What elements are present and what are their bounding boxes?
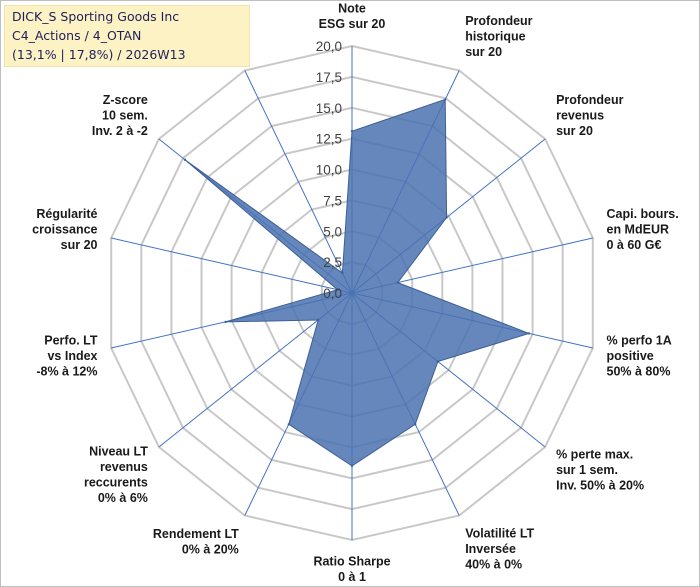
axis-label: Capi. bours. en MdEUR 0 à 60 G€ <box>607 207 679 252</box>
radial-tick-labels: 0,0 2,5 5,0 7,5 10,0 12,5 15,0 17,5 20,0 <box>316 39 342 301</box>
data-point <box>436 360 440 363</box>
axis-label: % perfo 1A positive 50% à 80% <box>607 334 672 379</box>
category-label: C4_Actions / 4_OTAN <box>12 28 142 43</box>
data-point <box>287 423 290 426</box>
data-point <box>317 318 320 322</box>
tick-label: 15,0 <box>316 101 342 116</box>
tick-label: 0,0 <box>323 286 342 301</box>
company-name: DICK_S Sporting Goods Inc <box>12 9 180 24</box>
axis-label: Niveau LT revenus reccurents 0% à 6% <box>84 445 148 506</box>
data-point <box>445 216 448 219</box>
axis-label: Perfo. LT vs Index -8% à 12% <box>36 334 98 379</box>
data-point <box>444 98 447 101</box>
performance-period: (13,1% | 17,8%) / 2026W13 <box>12 47 186 62</box>
data-point <box>414 423 417 426</box>
tick-label: 10,0 <box>316 163 342 178</box>
tick-label: 12,5 <box>316 132 342 147</box>
axis-label: Ratio Sharpe 0 à 1 <box>313 555 390 585</box>
axis-label: Profondeur historique sur 20 <box>465 14 532 59</box>
data-point <box>224 320 227 324</box>
axis-spoke <box>111 237 353 294</box>
info-box: DICK_S Sporting Goods Inc C4_Actions / 4… <box>4 5 250 67</box>
axis-spoke <box>244 70 353 294</box>
axis-label: Rendement LT 0% à 20% <box>153 527 239 557</box>
data-point <box>336 288 339 291</box>
axis-label: Profondeur revenus sur 20 <box>556 93 623 138</box>
axis-label: Z-score 10 sem. Inv. 2 à -2 <box>92 93 148 138</box>
data-point <box>350 130 354 133</box>
axis-label: % perte max. sur 1 sem. Inv. 50% à 20% <box>556 448 644 493</box>
tick-label: 17,5 <box>316 70 342 85</box>
tick-label: 5,0 <box>323 224 342 239</box>
data-point <box>350 464 354 468</box>
tick-label: 7,5 <box>323 193 342 208</box>
axis-label: Volatilité LT Inversée 40% à 0% <box>465 526 534 571</box>
tick-label: 20,0 <box>316 39 342 54</box>
axis-label: Note ESG sur 20 <box>319 2 386 32</box>
axis-label: Régularité croissance sur 20 <box>32 207 97 252</box>
tick-label: 2,5 <box>323 255 342 270</box>
data-point <box>183 158 187 161</box>
radar-series <box>183 98 531 468</box>
data-point <box>396 281 399 284</box>
data-point <box>527 332 531 335</box>
data-point <box>341 271 344 275</box>
